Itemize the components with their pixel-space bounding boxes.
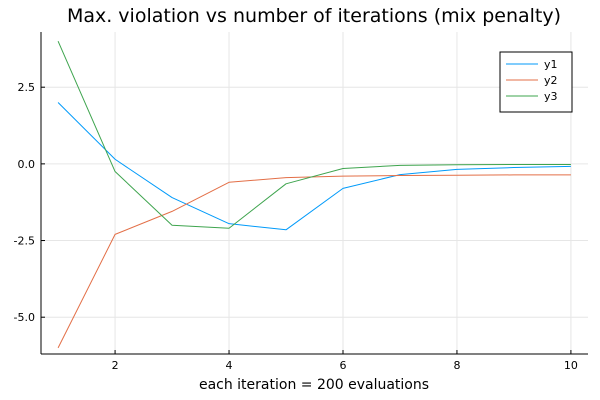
series-line-y3	[57, 40, 571, 229]
y-tick-label: 0.0	[18, 158, 36, 171]
x-axis-label: each iteration = 200 evaluations	[199, 377, 429, 393]
series-line-y2	[57, 174, 571, 349]
legend: y1 y2 y3	[499, 51, 573, 113]
x-tick-label: 6	[339, 359, 346, 372]
legend-label: y1	[544, 58, 558, 71]
y-tick-label: -2.5	[14, 235, 35, 248]
legend-label: y2	[544, 74, 558, 87]
series-line-y1	[57, 102, 571, 231]
y-tick-label: 2.5	[18, 81, 36, 94]
legend-label: y3	[544, 90, 558, 103]
legend-box	[499, 51, 573, 113]
series-lines	[57, 40, 571, 349]
x-tick-label: 2	[112, 359, 119, 372]
axes	[40, 32, 588, 355]
x-tick-label: 4	[226, 359, 233, 372]
x-tick-label: 10	[564, 359, 578, 372]
tick-labels: 2 4 6 8 10 -5.0 -2.5 0.0 2.5	[14, 81, 578, 372]
chart-title: Max. violation vs number of iterations (…	[67, 5, 561, 27]
grid	[41, 32, 588, 354]
y-tick-label: -5.0	[14, 311, 35, 324]
x-tick-label: 8	[453, 359, 460, 372]
